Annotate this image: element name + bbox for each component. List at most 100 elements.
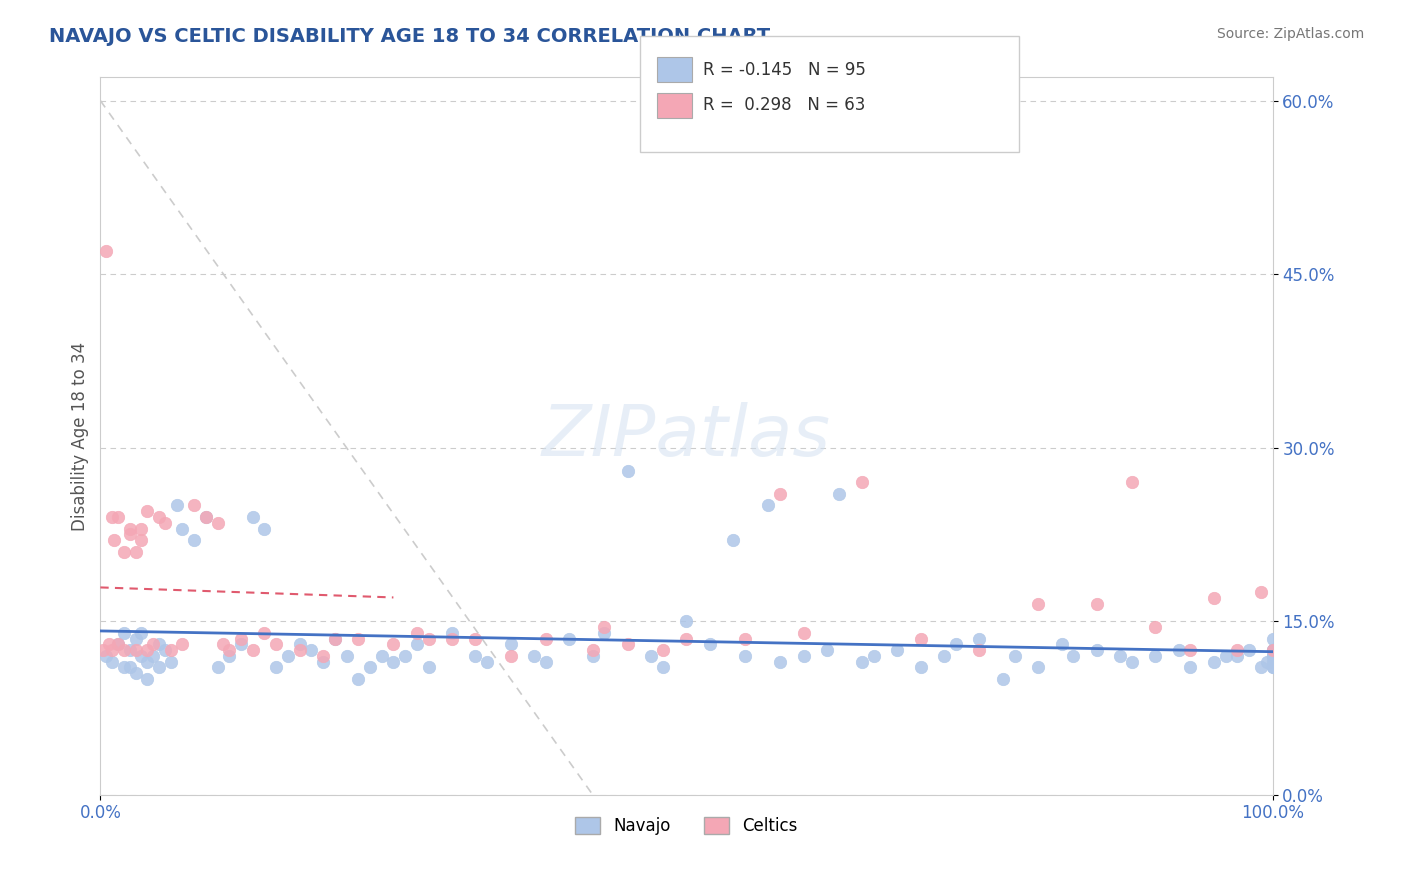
Point (851, 655, 873, 669)
Point (851, 475, 873, 490)
Point (1062, 648, 1084, 663)
Point (558, 632, 581, 646)
Point (107, 637, 129, 651)
Point (131, 648, 153, 663)
Text: R =  0.298   N = 63: R = 0.298 N = 63 (703, 96, 865, 114)
Point (101, 643, 124, 657)
Point (464, 632, 486, 646)
Point (1026, 597, 1049, 611)
Point (1202, 655, 1225, 669)
Text: Source: ZipAtlas.com: Source: ZipAtlas.com (1216, 27, 1364, 41)
Point (1261, 632, 1284, 646)
Text: ZIPatlas: ZIPatlas (541, 401, 831, 471)
Point (582, 648, 605, 663)
Point (136, 655, 159, 669)
Point (1121, 475, 1143, 490)
Point (675, 632, 697, 646)
Point (969, 643, 991, 657)
Point (131, 533, 153, 548)
Point (1226, 643, 1249, 657)
Point (148, 637, 170, 651)
Point (793, 648, 815, 663)
Point (475, 655, 498, 669)
Point (1237, 643, 1260, 657)
Point (107, 510, 129, 524)
Point (101, 655, 124, 669)
Point (288, 637, 311, 651)
Point (617, 464, 640, 478)
Point (1261, 655, 1284, 669)
Point (769, 487, 792, 501)
Point (347, 632, 370, 646)
Point (242, 510, 264, 524)
Legend: Navajo, Celtics: Navajo, Celtics (567, 809, 806, 844)
Point (118, 522, 141, 536)
Point (112, 625, 135, 640)
Point (277, 648, 299, 663)
Point (593, 625, 616, 640)
Point (405, 637, 427, 651)
Point (910, 632, 932, 646)
Point (96, 648, 118, 663)
Point (112, 545, 135, 559)
Point (212, 637, 235, 651)
Point (207, 660, 229, 674)
Point (335, 648, 357, 663)
Point (910, 660, 932, 674)
Point (1180, 660, 1202, 674)
Point (131, 625, 153, 640)
Point (103, 533, 125, 548)
Point (194, 510, 217, 524)
Point (142, 637, 165, 651)
Point (440, 632, 463, 646)
Point (1180, 643, 1202, 657)
Point (264, 637, 287, 651)
Point (734, 632, 756, 646)
Point (131, 522, 153, 536)
Point (172, 637, 194, 651)
Point (886, 643, 908, 657)
Point (582, 643, 605, 657)
Point (299, 643, 322, 657)
Point (734, 648, 756, 663)
Point (148, 660, 170, 674)
Point (758, 499, 780, 513)
Point (405, 625, 427, 640)
Point (534, 655, 557, 669)
Point (440, 625, 463, 640)
Point (124, 643, 146, 657)
Point (124, 545, 146, 559)
Point (148, 510, 170, 524)
Point (136, 672, 159, 686)
Point (769, 655, 792, 669)
Point (1202, 591, 1225, 605)
Point (617, 637, 640, 651)
Point (1256, 655, 1278, 669)
Point (96, 244, 118, 258)
Text: NAVAJO VS CELTIC DISABILITY AGE 18 TO 34 CORRELATION CHART: NAVAJO VS CELTIC DISABILITY AGE 18 TO 34… (49, 27, 770, 45)
Point (382, 655, 405, 669)
Point (142, 648, 165, 663)
Point (1121, 655, 1143, 669)
Point (991, 672, 1014, 686)
Point (723, 533, 745, 548)
Point (1215, 648, 1237, 663)
Point (1085, 597, 1108, 611)
Point (136, 643, 159, 657)
Point (194, 510, 217, 524)
Point (523, 648, 546, 663)
Point (159, 655, 181, 669)
Point (118, 527, 141, 541)
Point (1109, 648, 1132, 663)
Point (323, 632, 346, 646)
Point (159, 643, 181, 657)
Point (112, 660, 135, 674)
Point (640, 648, 662, 663)
Point (1144, 648, 1167, 663)
Point (97, 637, 120, 651)
Point (288, 643, 311, 657)
Point (1167, 643, 1189, 657)
Point (534, 632, 557, 646)
Point (370, 648, 392, 663)
Point (253, 522, 276, 536)
